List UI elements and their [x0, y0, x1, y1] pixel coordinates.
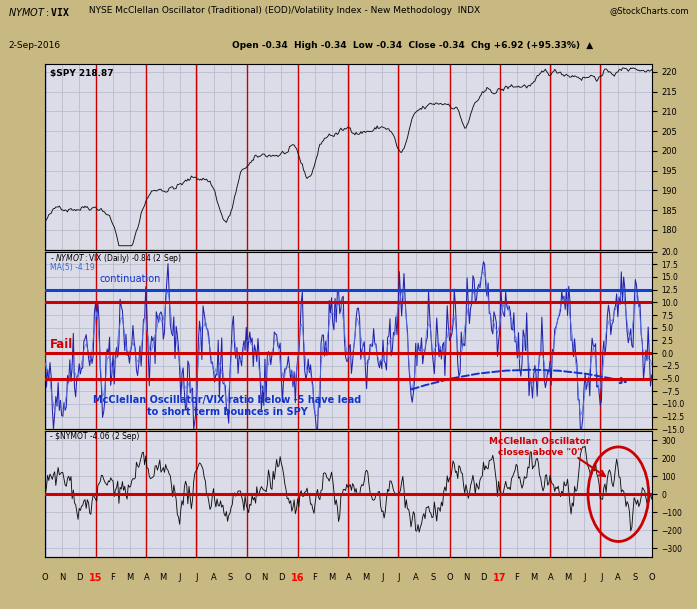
Text: continuation: continuation	[100, 274, 161, 284]
Text: McClellan Oscillator/VIX ratio below -5 have lead
to short term bounces in SPY: McClellan Oscillator/VIX ratio below -5 …	[93, 395, 361, 417]
Text: 15: 15	[89, 573, 102, 583]
Text: S: S	[632, 573, 638, 582]
Text: J: J	[398, 573, 400, 582]
Text: 2-Sep-2016: 2-Sep-2016	[8, 41, 61, 50]
Text: D: D	[278, 573, 284, 582]
Text: A: A	[413, 573, 419, 582]
Text: A: A	[548, 573, 553, 582]
Text: F: F	[514, 573, 519, 582]
Text: S: S	[430, 573, 436, 582]
Text: M: M	[160, 573, 167, 582]
Text: A: A	[211, 573, 217, 582]
Text: MA(5) -4.19: MA(5) -4.19	[50, 263, 95, 272]
Text: N: N	[464, 573, 470, 582]
Text: @StockCharts.com: @StockCharts.com	[609, 6, 689, 15]
Text: J: J	[583, 573, 585, 582]
Text: D: D	[480, 573, 487, 582]
Text: J: J	[179, 573, 181, 582]
Text: Open -0.34  High -0.34  Low -0.34  Close -0.34  Chg +6.92 (+95.33%)  ▲: Open -0.34 High -0.34 Low -0.34 Close -0…	[232, 41, 594, 50]
Text: $SPY 218.87: $SPY 218.87	[50, 69, 114, 77]
Text: N: N	[261, 573, 268, 582]
Text: M: M	[564, 573, 571, 582]
Text: 16: 16	[291, 573, 305, 583]
Text: O: O	[42, 573, 49, 582]
Text: J: J	[196, 573, 198, 582]
Text: F: F	[312, 573, 317, 582]
Text: D: D	[76, 573, 82, 582]
Text: O: O	[648, 573, 655, 582]
Text: J: J	[381, 573, 383, 582]
Text: McClellan Oscillator
closes above "0": McClellan Oscillator closes above "0"	[489, 437, 590, 457]
Text: O: O	[244, 573, 251, 582]
Text: NYSE McClellan Oscillator (Traditional) (EOD)/Volatility Index - New Methodology: NYSE McClellan Oscillator (Traditional) …	[86, 6, 480, 15]
Text: J: J	[600, 573, 602, 582]
Text: M: M	[328, 573, 335, 582]
Text: M: M	[530, 573, 537, 582]
Text: A: A	[144, 573, 149, 582]
Text: 17: 17	[493, 573, 507, 583]
Text: Fail: Fail	[50, 339, 73, 351]
Text: - $NYMOT -4.06 (2 Sep): - $NYMOT -4.06 (2 Sep)	[50, 432, 139, 441]
Text: O: O	[446, 573, 453, 582]
Text: $NYMOT:$VIX: $NYMOT:$VIX	[8, 6, 70, 18]
Text: - $NYMOT:$VIX (Daily) -0.84 (2 Sep): - $NYMOT:$VIX (Daily) -0.84 (2 Sep)	[50, 252, 182, 266]
Text: N: N	[59, 573, 66, 582]
Text: F: F	[110, 573, 115, 582]
Text: A: A	[615, 573, 621, 582]
Text: S: S	[228, 573, 233, 582]
Text: M: M	[126, 573, 133, 582]
Text: A: A	[346, 573, 351, 582]
Text: M: M	[362, 573, 369, 582]
